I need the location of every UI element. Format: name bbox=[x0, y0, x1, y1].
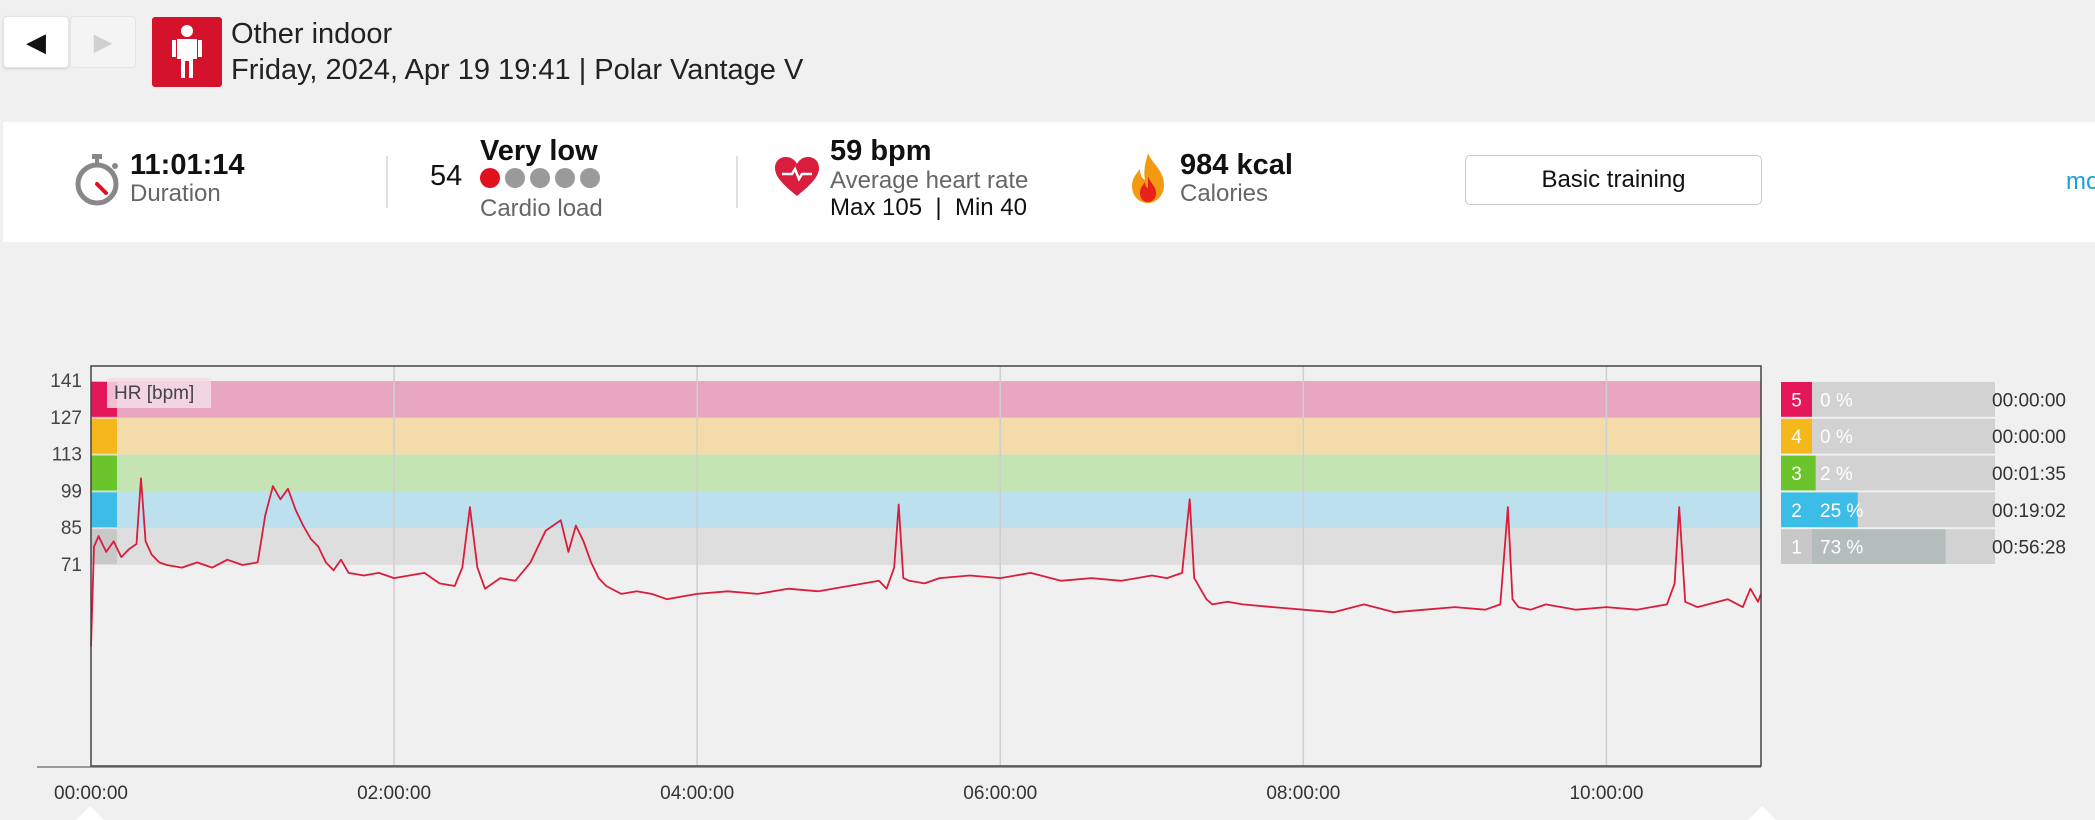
zone-bar-fill bbox=[1812, 529, 1946, 564]
y-tick-label: 113 bbox=[52, 445, 82, 466]
duration-value: 11:01:14 bbox=[130, 149, 245, 181]
x-tick-label: 02:00:00 bbox=[357, 783, 431, 804]
y-tick-label: 141 bbox=[50, 371, 82, 392]
more-link[interactable]: mo bbox=[2066, 168, 2095, 195]
back-button[interactable]: ◀ bbox=[3, 16, 69, 68]
y-tick-label: 127 bbox=[50, 408, 82, 429]
x-tick-label: 08:00:00 bbox=[1266, 783, 1340, 804]
avg-hr-label: Average heart rate bbox=[830, 167, 1029, 194]
hr-zone-band-3 bbox=[91, 454, 1761, 492]
zone-percent: 0 % bbox=[1820, 427, 1853, 448]
range-end-handle[interactable] bbox=[1748, 806, 1776, 820]
avg-hr-value: 59 bpm bbox=[830, 135, 932, 167]
zone-number: 3 bbox=[1791, 464, 1802, 485]
zone-bar-fill bbox=[1812, 455, 1816, 491]
y-tick-label: 99 bbox=[61, 481, 82, 502]
hr-zone-band-4 bbox=[91, 417, 1761, 455]
zone-time: 00:01:35 bbox=[1992, 464, 2066, 485]
cardio-load-value: 54 bbox=[430, 160, 463, 192]
x-tick-label: 04:00:00 bbox=[660, 783, 734, 804]
zone-number-box bbox=[1781, 418, 1812, 454]
zone-number-box bbox=[1781, 529, 1812, 564]
divider bbox=[386, 156, 388, 208]
zone-number-box bbox=[1781, 455, 1812, 491]
zone-time: 00:00:00 bbox=[1992, 427, 2066, 448]
flame-icon bbox=[1128, 152, 1168, 209]
zone-bar-fill bbox=[1812, 492, 1858, 528]
cardio-load-dot bbox=[505, 168, 525, 188]
zone-bar-track bbox=[1812, 418, 1995, 454]
zone-number-box bbox=[1781, 492, 1812, 528]
hr-zone-swatch-2 bbox=[91, 492, 117, 528]
training-benefit-button[interactable]: Basic training bbox=[1465, 155, 1762, 205]
sport-title: Other indoor bbox=[231, 18, 393, 50]
range-start-handle[interactable] bbox=[76, 806, 104, 820]
hr-max-min: Max 105 | Min 40 bbox=[830, 194, 1027, 221]
cardio-load-dots bbox=[480, 168, 605, 193]
forward-button[interactable]: ▶ bbox=[70, 16, 136, 68]
divider bbox=[736, 156, 738, 208]
duration-label: Duration bbox=[130, 180, 221, 207]
zone-percent: 73 % bbox=[1820, 538, 1863, 559]
hr-zone-swatch-4 bbox=[91, 418, 117, 454]
zone-number: 1 bbox=[1791, 538, 1802, 559]
x-tick-label: 10:00:00 bbox=[1569, 783, 1643, 804]
zone-number-box bbox=[1781, 382, 1812, 417]
summary-bar: 11:01:14 Duration 54 Very low Cardio loa… bbox=[3, 122, 2095, 242]
cardio-load-dot bbox=[480, 168, 500, 188]
cardio-load-dot bbox=[555, 168, 575, 188]
calories-label: Calories bbox=[1180, 180, 1269, 207]
back-arrow-icon: ◀ bbox=[26, 26, 46, 57]
cardio-load-dot bbox=[580, 168, 600, 188]
cardio-load-dot bbox=[530, 168, 550, 188]
hr-zone-band-1 bbox=[91, 528, 1761, 565]
hr-zone-swatch-3 bbox=[91, 455, 117, 491]
forward-arrow-icon: ▶ bbox=[93, 28, 113, 56]
plot-border bbox=[90, 365, 1762, 767]
x-tick-label: 06:00:00 bbox=[963, 783, 1037, 804]
zone-time: 00:00:00 bbox=[1992, 390, 2066, 411]
zone-number: 5 bbox=[1791, 390, 1802, 411]
x-tick-label: 00:00:00 bbox=[54, 783, 128, 804]
zone-percent: 2 % bbox=[1820, 464, 1853, 485]
cardio-load-label: Cardio load bbox=[480, 195, 603, 222]
zone-time: 00:19:02 bbox=[1992, 501, 2066, 522]
calories-value: 984 kcal bbox=[1180, 149, 1293, 181]
sport-person-icon bbox=[152, 17, 222, 87]
zone-time: 00:56:28 bbox=[1992, 538, 2066, 559]
series-label-bg bbox=[107, 378, 211, 408]
session-subtitle: Friday, 2024, Apr 19 19:41 | Polar Vanta… bbox=[231, 54, 804, 86]
heart-icon bbox=[774, 156, 820, 203]
zone-number: 4 bbox=[1791, 427, 1802, 448]
hr-zone-band-5 bbox=[91, 381, 1761, 418]
zone-percent: 25 % bbox=[1820, 501, 1863, 522]
series-label: HR [bpm] bbox=[114, 383, 194, 404]
zone-number: 2 bbox=[1791, 501, 1802, 522]
hr-zone-band-2 bbox=[91, 491, 1761, 529]
hr-series-line bbox=[90, 477, 1762, 647]
zone-bar-track bbox=[1812, 382, 1995, 417]
y-tick-label: 71 bbox=[61, 555, 82, 576]
stopwatch-icon bbox=[73, 154, 121, 211]
cardio-load-status: Very low bbox=[480, 135, 598, 167]
y-tick-label: 85 bbox=[61, 518, 82, 539]
zone-bar-track bbox=[1812, 455, 1995, 491]
zone-percent: 0 % bbox=[1820, 390, 1853, 411]
